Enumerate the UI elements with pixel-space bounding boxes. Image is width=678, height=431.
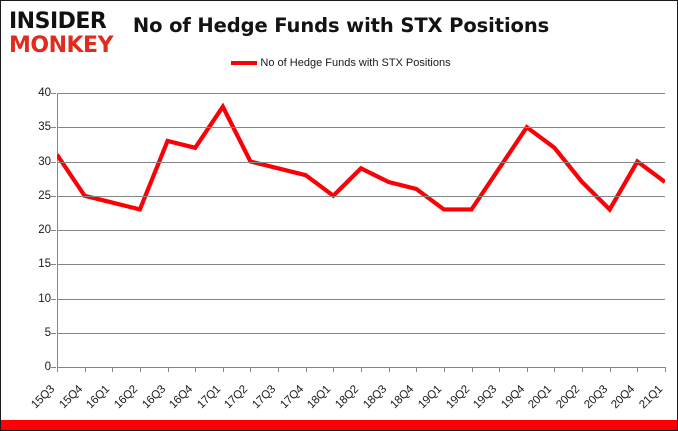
x-axis-tickmark bbox=[222, 367, 224, 372]
insider-monkey-logo: INSIDER MONKEY bbox=[9, 11, 133, 59]
y-axis-tickmark bbox=[51, 264, 56, 266]
x-axis-tickmark bbox=[195, 367, 197, 372]
x-axis-tick-label: 20Q2 bbox=[554, 383, 583, 412]
x-axis-tick-label: 19Q2 bbox=[443, 383, 472, 412]
x-axis-tickmark bbox=[250, 367, 252, 372]
x-axis-tick-label: 19Q3 bbox=[471, 383, 500, 412]
y-axis-tick-label: 40 bbox=[38, 87, 51, 99]
x-axis-tick-label: 20Q4 bbox=[609, 383, 638, 412]
x-axis-tickmark bbox=[278, 367, 280, 372]
x-axis-tick-label: 17Q3 bbox=[250, 383, 279, 412]
plot-area bbox=[57, 93, 665, 368]
x-axis-tickmark bbox=[443, 367, 445, 372]
x-axis-tickmark bbox=[526, 367, 528, 372]
x-axis-tickmark bbox=[471, 367, 473, 372]
x-axis-tick-label: 15Q3 bbox=[29, 383, 58, 412]
x-axis-tickmark bbox=[305, 367, 307, 372]
x-axis-tickmark bbox=[665, 367, 666, 372]
gridline bbox=[57, 298, 665, 300]
x-axis-tickmark bbox=[499, 367, 501, 372]
gridline bbox=[57, 127, 665, 129]
x-axis-tickmark bbox=[333, 367, 335, 372]
x-axis-tickmark bbox=[139, 367, 141, 372]
y-axis-tickmark bbox=[51, 161, 56, 163]
chart-title: No of Hedge Funds with STX Positions bbox=[132, 14, 550, 37]
y-axis-tick-label: 0 bbox=[44, 361, 51, 373]
x-axis-tick-label: 18Q2 bbox=[333, 383, 362, 412]
y-axis-tickmark bbox=[51, 367, 56, 368]
y-axis-tickmark bbox=[51, 230, 56, 231]
x-axis-tickmark bbox=[57, 367, 58, 372]
y-axis-tickmark bbox=[51, 195, 56, 197]
gridline bbox=[57, 264, 665, 266]
x-axis-tick-label: 20Q3 bbox=[582, 383, 610, 412]
y-axis-labels: 0 5 10 15 20 25 30 35 40 bbox=[1, 87, 56, 373]
x-axis-tick-label: 18Q1 bbox=[305, 383, 334, 412]
y-axis-tickmark bbox=[51, 127, 56, 129]
y-axis-tick-label: 15 bbox=[38, 258, 51, 271]
x-axis-tick-label: 16Q4 bbox=[167, 383, 196, 412]
y-axis-tick-label: 10 bbox=[38, 292, 51, 305]
y-axis-tick-label: 25 bbox=[38, 189, 51, 202]
x-axis-tickmark bbox=[167, 367, 169, 372]
x-axis-tick-label: 18Q4 bbox=[388, 383, 417, 412]
x-axis-tickmark bbox=[112, 367, 114, 372]
y-axis-tick-label: 30 bbox=[38, 155, 51, 168]
series-line-chart bbox=[57, 102, 665, 213]
y-axis-tick-label: 5 bbox=[44, 326, 51, 339]
x-axis-tick-label: 21Q1 bbox=[637, 383, 666, 412]
y-axis-tickmark bbox=[51, 93, 56, 94]
x-axis-tickmark bbox=[582, 367, 584, 372]
y-axis-tick-label: 20 bbox=[38, 224, 51, 236]
gridline bbox=[57, 332, 665, 334]
chart-legend: No of Hedge Funds with STX Positions bbox=[131, 57, 551, 69]
x-axis-tickmark bbox=[361, 367, 362, 372]
x-axis-tick-label: 19Q1 bbox=[416, 383, 445, 412]
x-axis-tick-label: 17Q2 bbox=[222, 383, 251, 412]
legend-entry-label: No of Hedge Funds with STX Positions bbox=[260, 57, 451, 69]
x-axis-tick-label: 19Q4 bbox=[499, 383, 527, 412]
x-axis-tick-label: 17Q4 bbox=[278, 383, 306, 412]
gridline bbox=[57, 230, 665, 231]
x-axis-tickmarks bbox=[57, 367, 666, 373]
gridline bbox=[57, 195, 665, 197]
x-axis-tickmark bbox=[84, 367, 86, 372]
x-axis-tickmark bbox=[554, 367, 556, 372]
y-axis-tickmark bbox=[51, 298, 56, 300]
x-axis-tick-label: 15Q4 bbox=[56, 383, 85, 412]
x-axis-tick-label: 17Q1 bbox=[195, 383, 223, 412]
y-axis-tickmark bbox=[51, 332, 56, 334]
bottom-accent-band bbox=[1, 420, 677, 430]
x-axis-tickmark bbox=[637, 367, 639, 372]
gridline bbox=[57, 93, 665, 94]
x-axis-tick-label: 16Q1 bbox=[84, 383, 113, 412]
x-axis-tick-label: 18Q3 bbox=[360, 383, 389, 412]
legend-line-swatch-icon bbox=[231, 61, 258, 65]
x-axis-tickmark bbox=[609, 367, 611, 372]
x-axis-tickmark bbox=[388, 367, 390, 372]
x-axis-labels: 15Q3 15Q4 16Q1 16Q2 16Q3 16Q4 17Q1 17Q2 17Q3 17Q4… bbox=[29, 371, 666, 419]
gridline bbox=[57, 161, 665, 163]
x-axis-tick-label: 16Q3 bbox=[139, 383, 168, 412]
x-axis-tick-label: 16Q2 bbox=[112, 383, 141, 412]
logo-line-1: INSIDER bbox=[9, 9, 107, 34]
x-axis-tick-label: 20Q1 bbox=[526, 383, 555, 412]
series-line bbox=[57, 102, 665, 213]
y-axis-tick-label: 35 bbox=[38, 121, 51, 134]
x-axis-tickmark bbox=[416, 367, 418, 372]
logo-line-2: MONKEY bbox=[9, 33, 114, 58]
